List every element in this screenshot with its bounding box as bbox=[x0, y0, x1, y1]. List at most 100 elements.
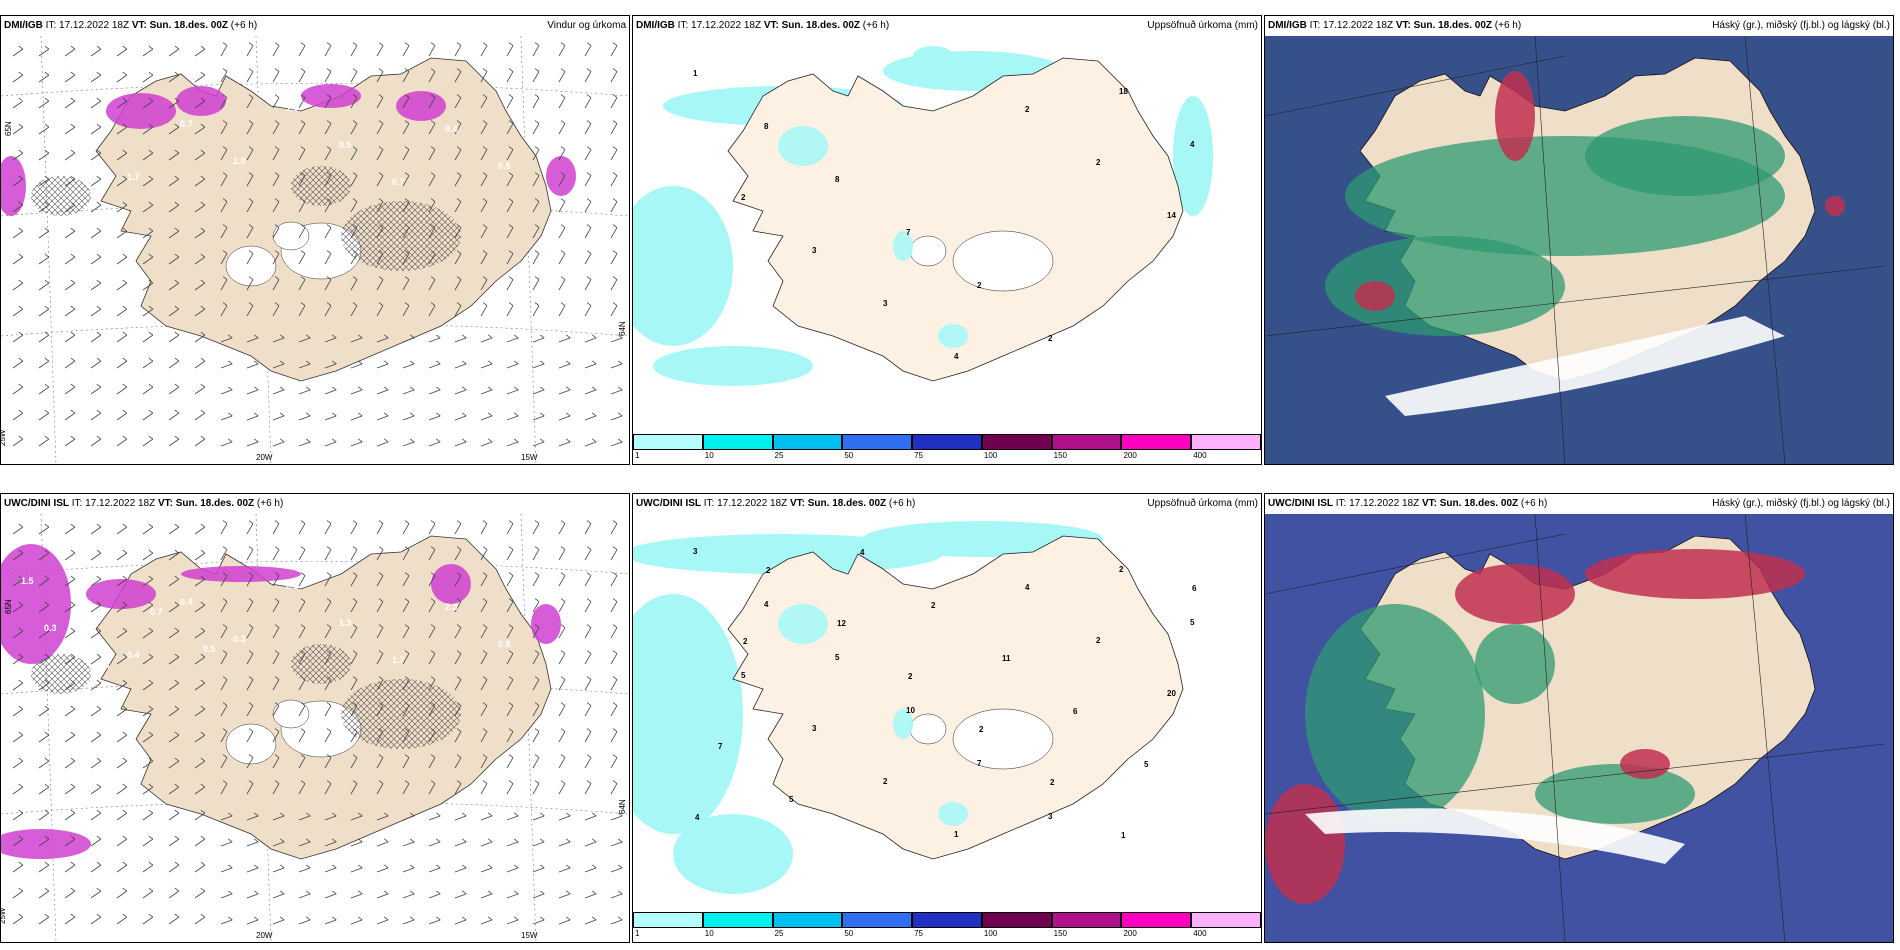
wind-barb-flag bbox=[566, 838, 571, 843]
wind-barb bbox=[610, 123, 618, 135]
precip-value: 4 bbox=[860, 548, 865, 557]
wind-barb-flag bbox=[96, 227, 102, 232]
wind-barb-flag bbox=[148, 627, 154, 632]
wind-barb bbox=[116, 890, 128, 899]
wind-barb-flag bbox=[508, 546, 514, 550]
wind-barb bbox=[168, 438, 180, 447]
wind-barb-flag bbox=[430, 546, 436, 550]
precip-value: 2.3 bbox=[445, 602, 458, 612]
wind-barb-flag bbox=[534, 120, 540, 124]
wind-barb-flag bbox=[378, 728, 384, 732]
wind-barb bbox=[168, 230, 180, 239]
wind-barb-flag bbox=[404, 624, 410, 628]
wind-barb bbox=[246, 523, 254, 535]
wind-barb bbox=[116, 48, 128, 57]
wind-barb bbox=[220, 97, 228, 109]
wind-barb-flag bbox=[430, 754, 436, 758]
wind-map: 1.51.40.40.40.30.51.31.72.30.90.50.30.60… bbox=[1, 514, 629, 942]
wind-barb-flag bbox=[358, 916, 363, 921]
init-time: IT: 17.12.2022 18Z bbox=[703, 498, 788, 509]
wind-barb-flag bbox=[44, 783, 50, 788]
colorbar-segment bbox=[702, 434, 773, 450]
wind-barb bbox=[12, 360, 24, 369]
wind-barb-flag bbox=[274, 224, 280, 228]
wind-barb-flag bbox=[300, 42, 306, 46]
wind-barb-flag bbox=[358, 334, 363, 339]
precip-value: 4 bbox=[1025, 583, 1030, 592]
wind-barb-flag bbox=[96, 601, 102, 606]
wind-barb bbox=[246, 149, 254, 161]
wind-barb bbox=[168, 74, 180, 83]
wind-barb-flag bbox=[248, 224, 254, 228]
wind-barb-flag bbox=[174, 679, 180, 684]
wind-barb-flag bbox=[122, 409, 128, 414]
wind-barb bbox=[220, 783, 228, 795]
wind-barb bbox=[350, 893, 363, 899]
wind-barb bbox=[298, 149, 306, 161]
wind-barb-flag bbox=[436, 360, 441, 365]
wind-barb-flag bbox=[96, 783, 102, 788]
wind-barb-flag bbox=[618, 386, 623, 391]
wind-barb-flag bbox=[456, 598, 462, 602]
wind-barb bbox=[428, 71, 436, 83]
wind-barb bbox=[454, 149, 462, 161]
wind-barb-flag bbox=[514, 438, 519, 443]
wind-barb bbox=[350, 149, 358, 161]
wind-barb-flag bbox=[534, 598, 540, 602]
precip-value: 2 bbox=[1050, 778, 1055, 787]
precip-value: 14 bbox=[1167, 211, 1176, 220]
wind-barb-flag bbox=[352, 198, 358, 202]
wind-barb-flag bbox=[508, 94, 514, 98]
wind-barb bbox=[376, 893, 389, 899]
wind-barb bbox=[246, 601, 254, 613]
wind-barb-flag bbox=[378, 276, 384, 280]
wind-barb bbox=[506, 227, 514, 239]
wind-barb bbox=[12, 734, 24, 743]
wind-barb-flag bbox=[534, 94, 540, 98]
wind-barb bbox=[454, 253, 462, 265]
wind-barb bbox=[428, 123, 436, 135]
wind-barb bbox=[168, 308, 180, 317]
precip-value: 1.0 bbox=[286, 103, 299, 113]
wind-barb bbox=[402, 71, 410, 83]
precip-value: 6 bbox=[1073, 707, 1078, 716]
lead-time: (+6 h) bbox=[1520, 498, 1548, 509]
wind-barb-flag bbox=[514, 360, 519, 365]
wind-barb bbox=[532, 441, 545, 447]
wind-barb bbox=[454, 337, 467, 343]
wind-barb bbox=[350, 305, 358, 317]
wind-barb bbox=[402, 253, 410, 265]
wind-barb-flag bbox=[332, 386, 337, 391]
init-time: IT: 17.12.2022 18Z bbox=[1309, 20, 1394, 31]
wind-barb-flag bbox=[404, 702, 410, 706]
wind-barb-flag bbox=[274, 624, 280, 628]
iceland-land bbox=[95, 535, 552, 860]
wind-barb bbox=[38, 48, 50, 57]
wind-barb-flag bbox=[44, 731, 50, 736]
wind-barb bbox=[402, 305, 410, 317]
wind-barb bbox=[38, 152, 50, 161]
wind-barb bbox=[558, 441, 571, 447]
wind-barb bbox=[558, 705, 566, 717]
wind-barb-flag bbox=[534, 302, 540, 306]
wind-barb bbox=[298, 71, 306, 83]
wind-barb bbox=[220, 757, 228, 769]
wind-barb-flag bbox=[306, 812, 311, 817]
wind-barb-flag bbox=[482, 676, 488, 680]
precip-value: 5 bbox=[1144, 760, 1149, 769]
wind-barb bbox=[116, 786, 128, 795]
wind-barb bbox=[246, 679, 254, 691]
wind-barb bbox=[116, 552, 128, 561]
wind-barb bbox=[116, 412, 128, 421]
wind-barb bbox=[532, 389, 545, 395]
wind-barb bbox=[402, 601, 410, 613]
wind-barb-flag bbox=[96, 549, 102, 554]
wind-barb bbox=[142, 552, 154, 561]
wind-barb-flag bbox=[122, 861, 128, 866]
wind-barb-flag bbox=[404, 198, 410, 202]
wind-barb-flag bbox=[560, 198, 566, 202]
wind-barb-flag bbox=[70, 175, 76, 180]
wind-barb-flag bbox=[44, 97, 50, 102]
lon-label: 15W bbox=[521, 931, 538, 940]
wind-barb bbox=[480, 841, 493, 847]
